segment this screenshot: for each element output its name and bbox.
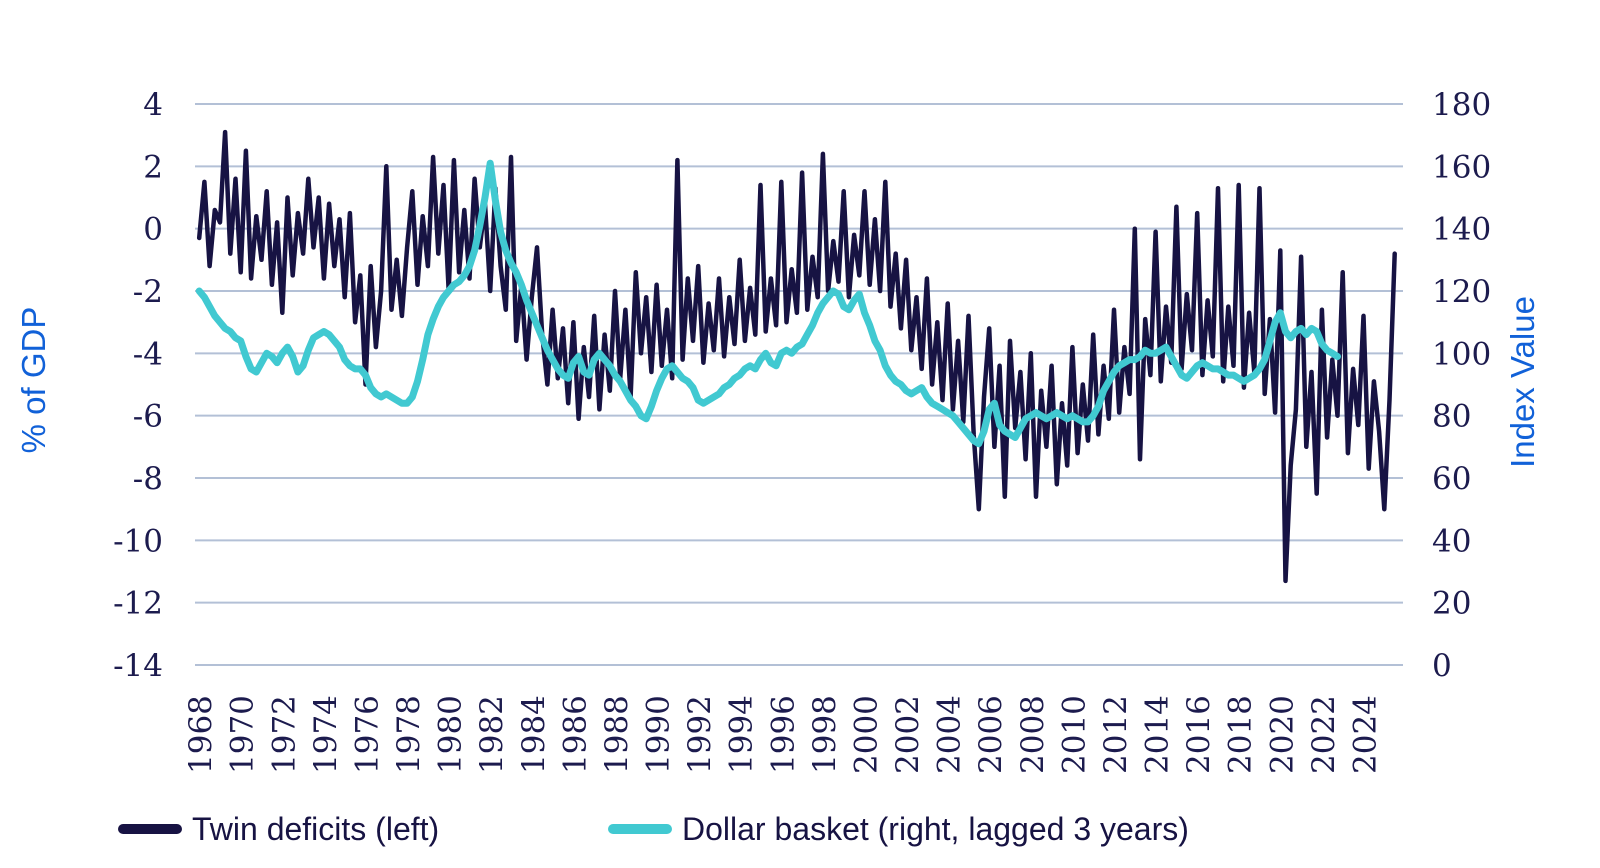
x-tick-label: 2002 (890, 695, 926, 774)
right-tick-label: 60 (1432, 461, 1471, 497)
right-axis-tick-labels: 180 160 140 120 100 80 60 40 20 0 (1432, 87, 1491, 684)
x-tick-label: 1990 (641, 695, 677, 774)
x-tick-label: 1968 (183, 695, 219, 774)
left-tick-label: -14 (113, 648, 163, 684)
x-tick-label: 1984 (516, 695, 552, 774)
left-axis-tick-labels: 4 2 0 -2 -4 -6 -8 -10 -12 -14 (113, 87, 163, 684)
right-tick-label: 80 (1432, 399, 1471, 435)
twin-deficits-line (196, 129, 1397, 584)
left-tick-label: -4 (133, 336, 163, 372)
x-tick-label: 1992 (682, 695, 718, 774)
x-tick-label: 2022 (1306, 695, 1342, 774)
x-tick-label: 2010 (1056, 695, 1092, 774)
x-axis-tick-labels: 1968 1970 1972 1974 1976 1978 1980 1982 1984 1986… (183, 695, 1383, 774)
x-tick-label: 1972 (266, 695, 302, 774)
legend-item-twin-deficits: Twin deficits (left) (118, 810, 440, 847)
x-tick-label: 2016 (1181, 695, 1217, 774)
right-tick-label: 160 (1432, 149, 1491, 185)
x-tick-label: 1980 (433, 695, 469, 774)
left-tick-label: -2 (133, 274, 163, 310)
x-tick-label: 2020 (1264, 695, 1300, 774)
x-tick-label: 2012 (1098, 695, 1134, 774)
right-tick-label: 40 (1432, 523, 1471, 559)
x-tick-label: 1998 (807, 695, 843, 774)
x-tick-label: 1994 (724, 695, 760, 774)
left-tick-label: 2 (143, 149, 163, 185)
x-tick-label: 2004 (932, 695, 968, 774)
x-tick-label: 2006 (973, 695, 1009, 774)
gridlines (195, 103, 1403, 666)
x-tick-label: 2000 (848, 695, 884, 774)
series-lines (195, 129, 1397, 584)
left-tick-label: -6 (133, 399, 163, 435)
x-tick-label: 2024 (1347, 695, 1383, 774)
x-tick-label: 2018 (1223, 695, 1259, 774)
left-tick-label: -8 (133, 461, 163, 497)
x-tick-label: 1976 (349, 695, 385, 774)
left-tick-label: 0 (143, 212, 163, 248)
twin-deficits-swatch (118, 824, 182, 834)
x-tick-label: 1982 (474, 695, 510, 774)
dollar-basket-swatch (608, 824, 672, 834)
x-tick-label: 1986 (557, 695, 593, 774)
x-tick-label: 1978 (391, 695, 427, 774)
left-tick-label: 4 (143, 87, 163, 123)
right-tick-label: 120 (1432, 274, 1491, 310)
dollar-basket-legend-label: Dollar basket (right, lagged 3 years) (682, 810, 1189, 847)
x-tick-label: 1988 (599, 695, 635, 774)
right-tick-label: 100 (1432, 336, 1491, 372)
x-tick-label: 1970 (225, 695, 261, 774)
left-tick-label: -12 (113, 586, 163, 622)
right-tick-label: 140 (1432, 212, 1491, 248)
chart-legend: Twin deficits (left) Dollar basket (righ… (0, 810, 1600, 856)
left-tick-label: -10 (113, 523, 163, 559)
x-tick-label: 2008 (1015, 695, 1051, 774)
x-tick-label: 1996 (765, 695, 801, 774)
x-tick-label: 1974 (308, 695, 344, 774)
right-tick-label: 0 (1432, 648, 1452, 684)
right-tick-label: 180 (1432, 87, 1491, 123)
x-tick-label: 2014 (1140, 695, 1176, 774)
twin-deficits-legend-label: Twin deficits (left) (192, 810, 440, 847)
dollar-basket-line (195, 159, 1341, 448)
legend-item-dollar-basket: Dollar basket (right, lagged 3 years) (608, 810, 1189, 847)
right-axis-title: Index Value (1504, 296, 1541, 468)
right-tick-label: 20 (1432, 586, 1471, 622)
left-axis-title: % of GDP (15, 307, 52, 454)
